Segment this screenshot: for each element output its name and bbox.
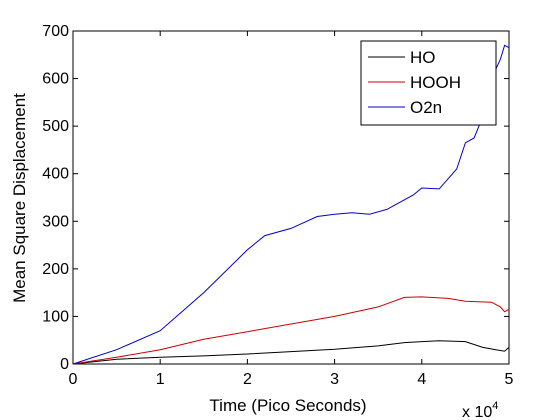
y-tick-label: 200 [42, 261, 69, 278]
x-tick-label: 3 [330, 371, 339, 388]
x-tick-label: 0 [69, 371, 78, 388]
axis-ticks: 0 1 2 3 4 5 0 100 200 300 400 500 600 700 [42, 23, 513, 388]
y-tick-label: 500 [42, 118, 69, 135]
x-tick-label: 2 [243, 371, 252, 388]
y-tick-label: 600 [42, 71, 69, 88]
plot-area [72, 30, 510, 365]
legend-box [360, 40, 497, 126]
series-line-hooh [72, 296, 510, 365]
legend: HO HOOH O2n [360, 40, 497, 126]
x-tick-label: 4 [417, 371, 426, 388]
y-tick-label: 300 [42, 213, 69, 230]
series-line-ho [72, 340, 510, 365]
legend-label-ho: HO [410, 48, 436, 67]
y-tick-label: 100 [42, 308, 69, 325]
x-multiplier-base: x 10 [462, 404, 492, 420]
legend-label-hooh: HOOH [410, 73, 461, 92]
x-tick-label: 5 [505, 371, 514, 388]
y-tick-label: 400 [42, 166, 69, 183]
x-tick-label: 1 [156, 371, 165, 388]
y-tick-label: 700 [42, 23, 69, 40]
y-tick-label: 0 [60, 356, 69, 373]
x-axis-label: Time (Pico Seconds) [209, 396, 366, 415]
y-axis-label: Mean Square Displacement [10, 93, 29, 303]
legend-label-o2n: O2n [410, 98, 442, 117]
x-axis-multiplier: x 104 [462, 400, 498, 420]
x-multiplier-exponent: 4 [492, 400, 498, 412]
